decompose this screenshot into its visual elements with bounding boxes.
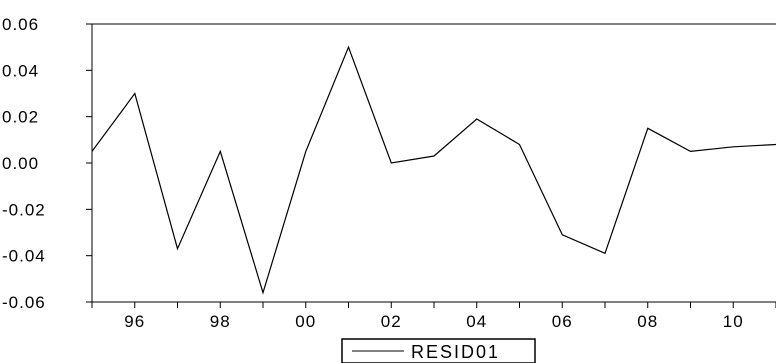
y-tick-label: 0.02 (2, 108, 39, 127)
y-tick-label: -0.04 (2, 247, 46, 266)
x-tick-label: 00 (295, 312, 316, 331)
legend-label: RESID01 (411, 342, 500, 362)
x-axis: 96 98 00 02 04 06 08 10 (91, 302, 776, 331)
x-tick-label: 96 (124, 312, 145, 331)
y-tick-label: -0.02 (2, 200, 46, 219)
plot-frame (91, 23, 776, 303)
x-tick-label: 10 (723, 312, 744, 331)
x-tick-label: 02 (381, 312, 402, 331)
y-tick-label: 0.00 (2, 154, 39, 173)
x-tick-label: 06 (552, 312, 573, 331)
x-tick-label: 98 (210, 312, 231, 331)
y-tick-label: 0.04 (2, 61, 39, 80)
series-layer (91, 45, 776, 295)
x-tick-label: 04 (466, 312, 487, 331)
y-tick-label: -0.06 (2, 293, 46, 312)
series-line-resid01 (91, 45, 776, 295)
y-axis: 0.06 0.04 0.02 0.00 -0.02 -0.04 -0.06 (2, 15, 92, 312)
legend: RESID01 (341, 338, 536, 363)
x-tick-label: 08 (637, 312, 658, 331)
y-tick-label: 0.06 (2, 15, 39, 34)
